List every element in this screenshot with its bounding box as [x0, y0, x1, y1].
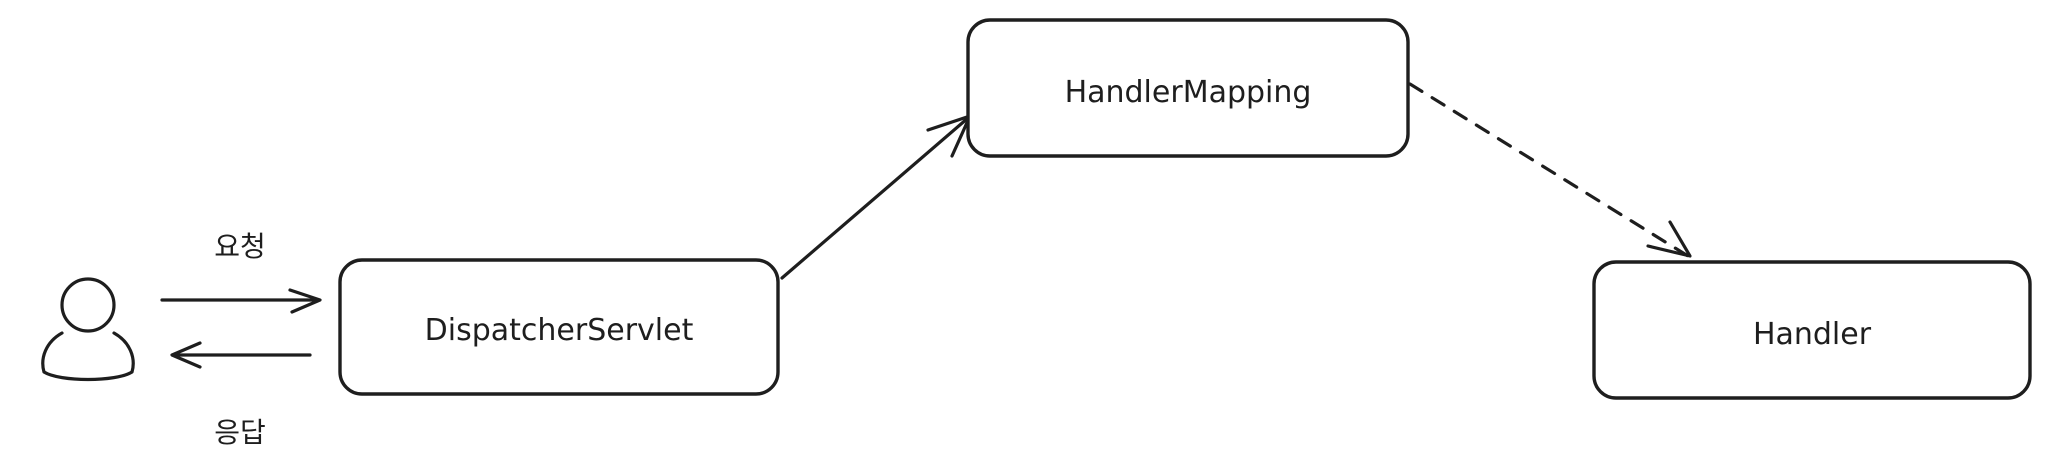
response-label: 응답 [214, 416, 266, 449]
handler-node: Handler [1592, 260, 2032, 400]
request-arrow [160, 288, 322, 314]
handler-label: Handler [1753, 317, 1872, 352]
dispatcher-to-mapping-arrow [780, 114, 972, 280]
dispatcher-servlet-node: DispatcherServlet [338, 258, 780, 396]
handler-mapping-label: HandlerMapping [1065, 75, 1312, 110]
handler-mapping-node: HandlerMapping [966, 18, 1410, 158]
user-icon [41, 277, 135, 382]
request-label: 요청 [214, 230, 266, 263]
dispatcher-servlet-label: DispatcherServlet [425, 313, 694, 348]
mapping-to-handler-arrow [1408, 82, 1692, 258]
response-arrow [170, 341, 312, 369]
